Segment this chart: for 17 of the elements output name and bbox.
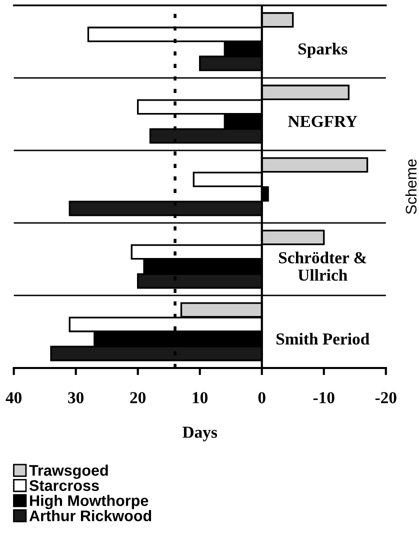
x-axis-title: Days [182, 426, 218, 442]
x-tick-label: 40 [6, 392, 22, 404]
x-tick-label: -10 [313, 392, 334, 404]
y-axis-title: Scheme [405, 159, 417, 214]
y-tick-label: Schrödter & Ullrich [279, 252, 366, 281]
legend-label: Starcross [29, 480, 99, 491]
legend-label: High Mowthorpe [30, 494, 148, 510]
y-tick-label: NEGFRY [288, 116, 358, 128]
y-tick-label: Smith Period [276, 332, 370, 345]
x-tick-label: -20 [375, 392, 396, 404]
legend-label: Trawsgoed [29, 464, 108, 479]
x-tick-label: 10 [192, 392, 208, 404]
x-tick-label: 20 [130, 392, 146, 404]
x-tick-label: 0 [258, 392, 266, 404]
y-tick-label: Sparks [298, 42, 348, 58]
legend-label: Arthur Rickwood [29, 510, 152, 522]
x-tick-label: 30 [68, 392, 84, 404]
